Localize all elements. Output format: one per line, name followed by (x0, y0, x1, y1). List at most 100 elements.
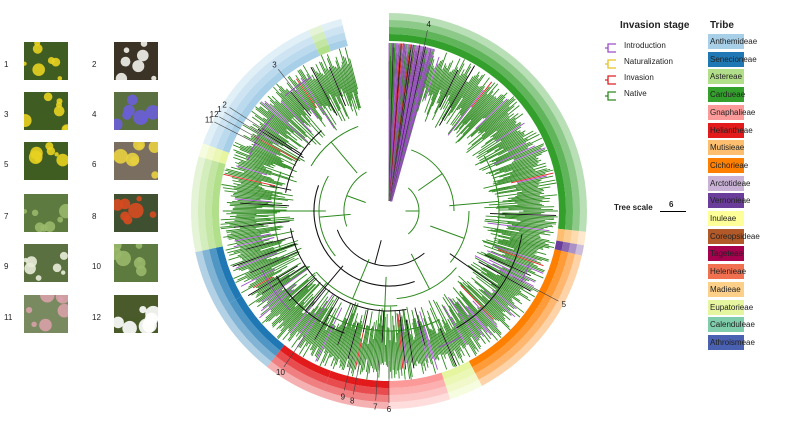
tribe-ring-segment (475, 252, 576, 380)
tree-tip (414, 317, 426, 362)
tree-tip (370, 320, 377, 367)
tree-tip (223, 173, 276, 187)
tree-branch (449, 200, 499, 207)
tree-tip (285, 89, 326, 136)
tree-tip (240, 268, 275, 287)
tree-tip (286, 82, 312, 114)
tree-tip (235, 162, 297, 183)
tree-tip (481, 105, 520, 137)
tree-tip (494, 157, 539, 174)
tree-tip (494, 121, 521, 141)
tribe-legend-item: Heliantheae (710, 125, 753, 135)
tree-tip (334, 302, 357, 361)
tree-tip (298, 307, 322, 341)
tree-tip (474, 255, 535, 287)
tribe-swatch (708, 299, 744, 315)
tree-tip (235, 252, 278, 269)
tree-tip (428, 60, 442, 97)
tree-tip (482, 96, 506, 119)
tree-tip (226, 228, 256, 233)
tree-tip (474, 257, 539, 293)
tree-tip (300, 69, 326, 109)
tree-tip (517, 175, 554, 185)
tree-tip (239, 224, 264, 229)
tree-tip (261, 298, 290, 324)
tree-tip (466, 113, 519, 153)
yellow-flower-icon (24, 92, 68, 130)
tree-tip (451, 85, 482, 126)
tree-tip (519, 231, 540, 236)
tree-tip (502, 165, 547, 179)
tree-tip (329, 317, 347, 358)
tree-tip (335, 306, 357, 365)
tree-tip (497, 235, 550, 249)
tree-branch (233, 221, 290, 228)
tree-label: 2 (222, 100, 227, 109)
tribe-legend-item: Arctotideae (710, 178, 751, 188)
tree-tip (495, 145, 544, 167)
tree-tip (227, 240, 274, 254)
tree-tip (445, 59, 466, 98)
tree-tip (486, 272, 531, 302)
tree-tip (483, 226, 541, 237)
tree-tip (372, 329, 378, 369)
tree-tip (261, 127, 303, 155)
tree-tip (378, 325, 383, 378)
tree-tip (221, 184, 293, 197)
tree-tip (491, 179, 556, 193)
tree-tip (250, 135, 281, 153)
tree-tip (240, 241, 283, 254)
tree-tip (239, 246, 274, 259)
tree-tip (490, 229, 550, 242)
tree-tip (487, 250, 544, 274)
invasion-legend-item: Invasion (624, 73, 654, 82)
photo-number: 11 (4, 313, 13, 322)
tree-tip (447, 86, 485, 135)
tree-tip (248, 256, 278, 270)
clade-bracket-icon (605, 40, 617, 53)
tree-branch (319, 213, 351, 218)
tree-tip (234, 233, 271, 242)
tree-tip (233, 249, 287, 272)
label-leader-line (419, 29, 428, 65)
tree-arc (290, 228, 407, 312)
tree-tip (270, 272, 316, 311)
tree-tip (508, 207, 542, 210)
tree-tip (381, 326, 385, 364)
tree-arc (284, 76, 312, 97)
tribe-legend-item: Cichorieae (710, 160, 749, 170)
tree-branch (269, 185, 292, 191)
tree-tip (437, 332, 448, 354)
tree-tip (462, 94, 502, 135)
tree-branch (261, 265, 306, 294)
tree-tip (495, 143, 533, 162)
tree-tip (319, 323, 340, 367)
tree-tip (282, 281, 321, 322)
tree-tip (466, 280, 511, 321)
tree-tip (399, 319, 406, 380)
invasion-legend-title: Invasion stage (620, 20, 690, 31)
tribe-swatch (708, 157, 744, 173)
tree-tip (439, 72, 450, 95)
tree-tip (459, 290, 502, 338)
tribe-swatch (708, 140, 744, 156)
tree-tip (493, 169, 536, 183)
tree-tip (280, 100, 312, 133)
tribe-ring-segment (328, 370, 389, 388)
tree-tip (258, 107, 287, 130)
tree-tip (491, 159, 538, 177)
tree-tip (252, 133, 301, 162)
tree-tip (273, 86, 311, 128)
photo-number: 8 (92, 212, 97, 221)
tree-tip (478, 261, 531, 292)
tree-tip (317, 302, 342, 348)
tree-tip (397, 314, 404, 369)
tree-tip (249, 145, 284, 163)
tree-tip (457, 280, 497, 321)
tree-tip (492, 120, 516, 138)
tribe-ring-segment (216, 42, 318, 151)
clade-bracket-icon (605, 88, 617, 101)
tree-tip (506, 228, 551, 236)
tree-tip (234, 141, 293, 169)
